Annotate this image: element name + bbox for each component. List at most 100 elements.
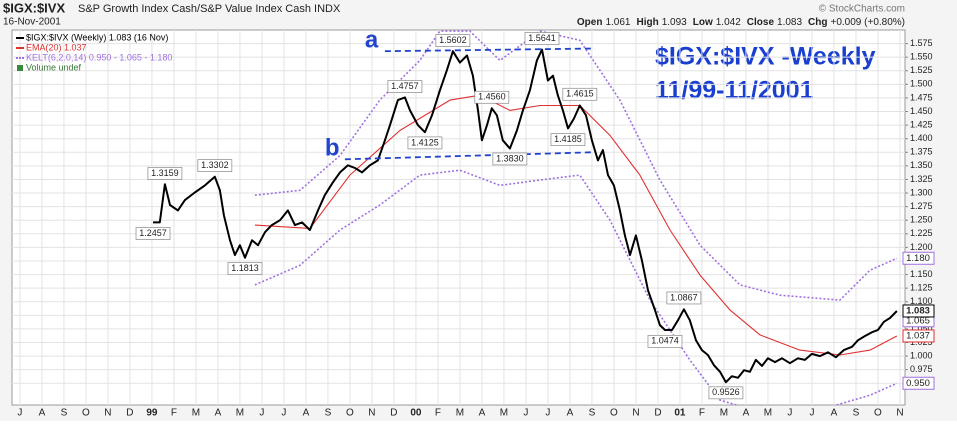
point-label-box [387,80,423,93]
point-label: 1.0474 [651,336,679,346]
legend-label: KELT(6,2.0,14) 0.950 - 1.065 - 1.180 [26,52,172,62]
end-label-box [902,376,935,390]
x-tick-label: N [368,408,375,419]
ohlc-value: 1.042 [716,17,741,28]
ohlc-label: Open [577,17,603,28]
x-tick-label: D [126,408,133,419]
x-tick-label: M [764,408,772,419]
point-label-box [197,159,233,172]
x-tick-label: 99 [146,408,158,419]
legend-label: $IGX:$IVX (Weekly) 1.083 (16 Nov) [26,32,168,42]
y-tick-label: 1.525 [910,65,933,75]
point-label: 0.9526 [712,387,740,397]
y-tick-label: 1.425 [910,119,933,129]
end-label: 1.037 [906,330,930,341]
y-tick-label: 1.100 [910,296,933,306]
x-tick-label: S [325,408,332,419]
x-tick-label: S [589,408,596,419]
legend-label: Volume undef [26,62,82,72]
y-tick-label: 1.550 [910,52,933,62]
chart-title: $IGX:$IVX [3,0,65,15]
x-tick-label: M [720,408,728,419]
trendline [344,151,592,161]
trendline [384,47,596,53]
point-label: 1.0867 [670,292,698,302]
y-tick-label: 1.475 [910,92,933,102]
x-tick-label: O [610,408,618,419]
ohlc-value: 1.083 [777,17,802,28]
series-line [153,48,898,384]
end-label: 1.180 [906,253,930,264]
x-tick-label: 00 [410,408,422,419]
x-tick-label: 01 [674,408,686,419]
legend-swatch [17,65,23,71]
credit: © StockCharts.com [819,4,905,15]
y-tick-label: 1.000 [910,350,933,360]
x-tick-label: N [632,408,639,419]
point-label: 1.5641 [528,33,556,43]
point-label-box [708,386,744,400]
y-tick-label: 1.400 [910,133,933,143]
ohlc-label: Low [693,17,713,28]
x-tick-label: A [479,408,486,419]
point-label: 1.2457 [139,228,167,238]
end-label-box [902,304,935,318]
x-tick-label: A [39,408,46,419]
y-tick-label: 1.450 [910,106,933,116]
x-tick-label: J [523,408,528,419]
ohlc-summary: Open 1.061 High 1.093 Low 1.042 Close 1.083 Chg +… [577,17,905,28]
point-label: 1.1813 [231,263,259,273]
x-tick-label: N [896,408,903,419]
x-tick-label: O [874,408,882,419]
ohlc-value: 1.061 [605,17,630,28]
end-label-box [902,251,935,265]
point-label: 1.3159 [151,168,179,178]
x-tick-label: J [787,408,792,419]
x-tick-label: O [82,408,90,419]
point-label: 1.4757 [391,81,419,91]
x-tick-label: D [390,408,397,419]
x-tick-label: A [743,408,750,419]
point-label-box [647,334,683,348]
trendline-label: a [365,27,379,54]
chart-subtitle: S&P Growth Index Cash/S&P Value Index Ca… [78,3,341,15]
x-tick-label: F [171,408,177,419]
y-tick-label: 1.325 [910,174,933,184]
chart-date: 16-Nov-2001 [3,17,61,28]
annotation: $IGX:$IVX -Weekly [655,43,876,71]
x-tick-label: J [17,408,22,419]
x-tick-label: A [303,408,310,419]
y-tick-label: 1.300 [910,187,933,197]
y-tick-label: 1.200 [910,242,933,252]
x-tick-label: A [831,408,838,419]
y-tick-label: 1.575 [910,38,933,48]
y-tick-label: 1.275 [910,201,933,211]
point-label-box [435,34,471,47]
point-label-box [135,227,171,240]
trendline-label: b [325,135,340,162]
y-tick-label: 0.975 [910,364,933,374]
x-tick-label: J [545,408,550,419]
x-tick-label: J [281,408,286,419]
point-label-box [492,152,528,166]
x-tick-label: D [654,408,661,419]
y-tick-label: 1.500 [910,79,933,89]
y-tick-label: 1.375 [910,147,933,157]
x-tick-label: S [853,408,860,419]
y-tick-label: 1.225 [910,228,933,238]
x-tick-label: A [567,408,574,419]
point-label-box [407,136,443,150]
x-tick-label: O [346,408,354,419]
end-label: 1.083 [906,305,930,316]
y-tick-label: 1.125 [910,283,933,293]
x-tick-label: M [192,408,200,419]
ohlc-label: Chg [808,17,827,28]
end-label-box [902,329,935,343]
point-label-box [550,133,586,146]
x-tick-label: M [500,408,508,419]
y-tick-label: 1.250 [910,215,933,225]
x-tick-label: M [456,408,464,419]
point-label-box [227,262,263,275]
point-label: 1.4185 [554,134,582,144]
